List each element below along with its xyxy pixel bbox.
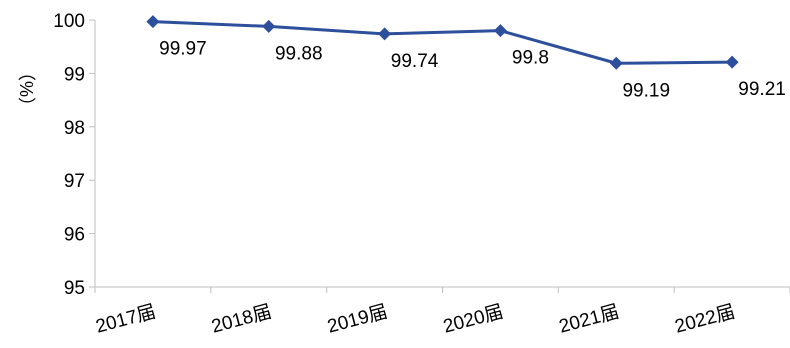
series-line — [152, 20, 733, 65]
x-tick-label: 2020届 — [441, 302, 506, 338]
y-tick-label: 95 — [64, 278, 85, 299]
x-tick-labels: 2017届 2018届 2019届 2020届 2021届 2022届 — [94, 302, 738, 338]
x-tick-label: 2022届 — [673, 302, 738, 338]
data-label: 99.97 — [159, 39, 207, 60]
data-point-marker — [378, 27, 392, 41]
data-label: 99.74 — [391, 51, 439, 72]
data-point-marker — [146, 15, 160, 29]
data-label: 99.21 — [738, 79, 786, 100]
y-tick-label: 99 — [64, 64, 85, 85]
y-tick-label: 97 — [64, 171, 85, 192]
y-tick-labels: 95 96 97 98 99 100 — [53, 11, 85, 299]
data-label: 99.19 — [622, 80, 670, 101]
axes — [89, 19, 790, 293]
data-labels: 99.97 99.88 99.74 99.8 99.19 99.21 — [159, 39, 786, 102]
y-tick-label: 100 — [53, 11, 85, 32]
data-label: 99.88 — [275, 43, 323, 64]
data-point-marker — [493, 24, 507, 38]
data-point-marker — [262, 19, 276, 33]
series-layer — [146, 15, 739, 70]
data-point-marker — [609, 56, 623, 70]
y-tick-label: 98 — [64, 118, 85, 139]
y-tick-label: 96 — [64, 225, 85, 246]
x-tick-label: 2017届 — [94, 302, 159, 338]
y-axis-unit-label: （%） — [16, 63, 36, 115]
data-label: 99.8 — [512, 48, 549, 69]
x-tick-label: 2019届 — [325, 302, 390, 338]
x-tick-label: 2018届 — [209, 302, 274, 338]
data-point-marker — [725, 55, 739, 69]
x-tick-label: 2021届 — [557, 302, 622, 338]
